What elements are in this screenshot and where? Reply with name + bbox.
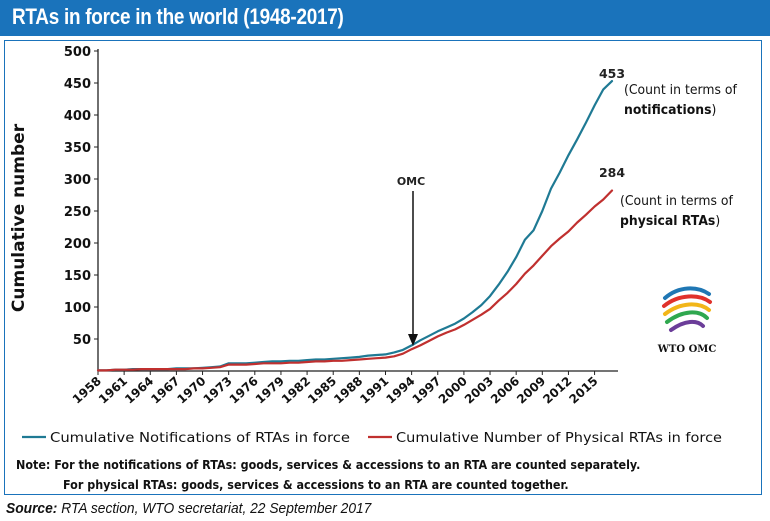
wto-logo-mark (662, 286, 712, 332)
omc-arrowhead (408, 334, 418, 346)
annotation-notifications: (Count in terms of notifications) (624, 80, 737, 120)
omc-label: OMC (397, 175, 425, 188)
annotation-notifications-bold: notifications (624, 102, 712, 118)
series-lines (96, 79, 614, 372)
x-tick-label: 1973 (200, 374, 234, 407)
wto-logo: WTO OMC (657, 286, 717, 355)
y-tick-label: 350 (64, 141, 91, 156)
x-tick-label: 2012 (540, 374, 574, 407)
y-tick-label: 150 (64, 269, 91, 284)
annotation-physical-bold: physical RTAs (620, 213, 716, 229)
y-tick-label: 400 (64, 109, 91, 124)
x-tick-label: 1979 (253, 374, 287, 407)
annotation-notifications-line2: notifications) (624, 100, 737, 120)
y-tick-labels: 50 100 150 200 250 300 350 400 450 500 (64, 45, 98, 348)
chart-panel (4, 40, 762, 495)
legend-label-notifications: Cumulative Notifications of RTAs in forc… (50, 431, 350, 446)
chart-axes (97, 49, 618, 372)
x-tick-label: 2006 (488, 374, 522, 407)
x-tick-label: 1976 (227, 374, 261, 407)
y-tick-label: 100 (64, 301, 91, 316)
y-tick-label: 50 (73, 333, 91, 348)
x-tick-label: 1964 (122, 374, 156, 407)
legend: Cumulative Notifications of RTAs in forc… (22, 431, 722, 446)
x-tick-label: 1985 (305, 374, 339, 407)
annotation-notifications-line1: (Count in terms of (624, 82, 737, 98)
legend-label-physical: Cumulative Number of Physical RTAs in fo… (396, 431, 722, 446)
end-value-notifications: 453 (599, 66, 625, 81)
y-axis-label: Cumulative number (9, 123, 29, 312)
x-tick-label: 1958 (70, 374, 104, 407)
x-tick-label: 1997 (410, 374, 444, 407)
series-line-notifications (96, 79, 614, 372)
source-label: Source: (6, 500, 58, 517)
x-tick-labels: 1958196119641967197019731976197919821985… (70, 371, 601, 407)
annotation-physical-line1: (Count in terms of (620, 193, 733, 209)
x-tick-label: 1988 (331, 374, 365, 407)
annotation-physical: (Count in terms of physical RTAs) (620, 191, 733, 231)
x-tick-label: 2015 (566, 374, 600, 407)
x-tick-label: 1961 (96, 374, 130, 407)
annotation-physical-tail: ) (715, 213, 721, 229)
end-value-physical: 284 (599, 165, 625, 180)
note-line-1: Note: For the notifications of RTAs: goo… (16, 458, 641, 472)
omc-annotation: OMC (397, 175, 425, 346)
source-line: Source: RTA section, WTO secretariat, 22… (6, 500, 371, 517)
y-tick-label: 250 (64, 205, 91, 220)
source-text: RTA section, WTO secretariat, 22 Septemb… (57, 500, 372, 517)
x-tick-label: 1982 (279, 374, 313, 407)
series-line-physical (96, 189, 614, 372)
page-title: RTAs in force in the world (1948-2017) (12, 4, 344, 29)
x-tick-label: 1970 (174, 374, 208, 407)
note-line-2: For physical RTAs: goods, services & acc… (63, 478, 569, 492)
x-tick-label: 1994 (383, 374, 417, 407)
annotation-physical-line2: physical RTAs) (620, 211, 733, 231)
y-tick-label: 450 (64, 77, 91, 92)
x-tick-label: 2000 (436, 374, 470, 407)
annotation-notifications-tail: ) (711, 102, 717, 118)
x-tick-label: 1991 (357, 374, 391, 407)
wto-logo-text: WTO OMC (657, 344, 717, 355)
x-tick-label: 2009 (514, 374, 548, 407)
y-tick-label: 200 (64, 237, 91, 252)
x-tick-label: 1967 (148, 374, 182, 407)
y-tick-label: 500 (64, 45, 91, 60)
x-tick-label: 2003 (462, 374, 496, 407)
title-bar: RTAs in force in the world (1948-2017) (0, 0, 770, 36)
y-tick-label: 300 (64, 173, 91, 188)
